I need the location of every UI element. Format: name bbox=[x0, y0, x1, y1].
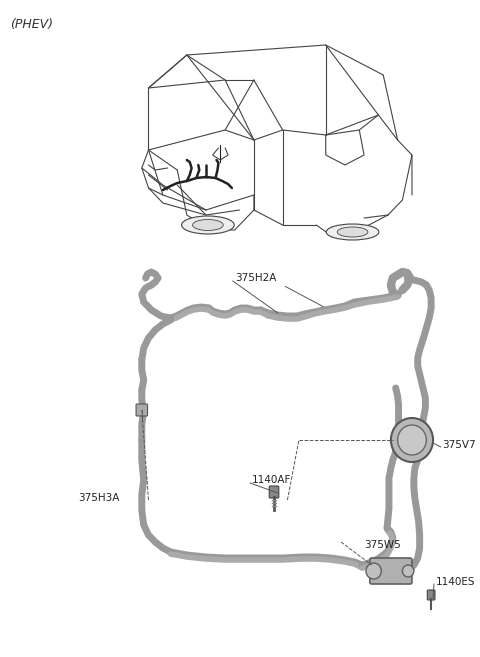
Circle shape bbox=[397, 425, 426, 455]
FancyBboxPatch shape bbox=[370, 558, 412, 584]
Text: 1140AF: 1140AF bbox=[252, 475, 291, 485]
Circle shape bbox=[391, 418, 433, 462]
Circle shape bbox=[402, 565, 414, 577]
FancyBboxPatch shape bbox=[269, 486, 279, 498]
Text: 1140ES: 1140ES bbox=[436, 577, 475, 587]
Text: (PHEV): (PHEV) bbox=[10, 18, 53, 31]
Ellipse shape bbox=[326, 224, 379, 240]
Ellipse shape bbox=[192, 219, 223, 231]
Circle shape bbox=[366, 563, 381, 579]
Ellipse shape bbox=[337, 227, 368, 237]
Text: 375H3A: 375H3A bbox=[79, 493, 120, 503]
Text: 375W5: 375W5 bbox=[364, 540, 401, 550]
FancyBboxPatch shape bbox=[136, 404, 147, 416]
Text: 375H2A: 375H2A bbox=[235, 273, 276, 283]
Text: 375V7: 375V7 bbox=[443, 440, 476, 450]
Ellipse shape bbox=[181, 216, 234, 234]
FancyBboxPatch shape bbox=[427, 590, 435, 600]
